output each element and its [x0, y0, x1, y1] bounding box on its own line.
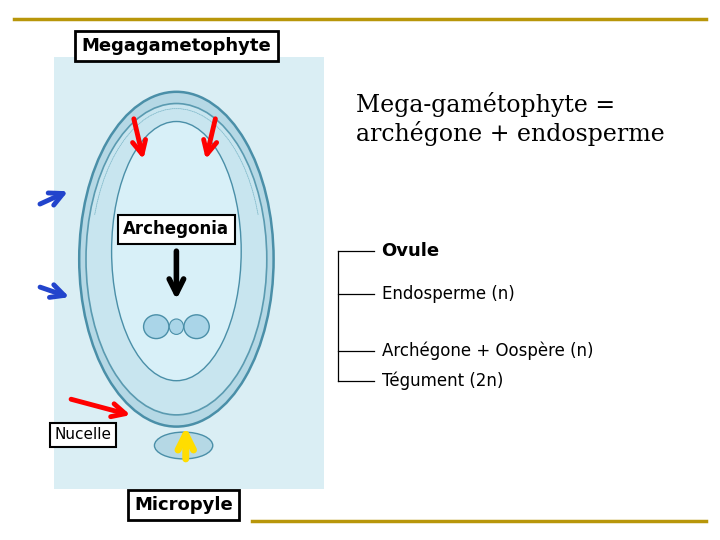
Text: Endosperme (n): Endosperme (n)	[382, 285, 514, 303]
Text: Tégument (2n): Tégument (2n)	[382, 372, 503, 390]
Text: Nucelle: Nucelle	[54, 427, 112, 442]
Text: Mega-gamétophyte =
archégone + endosperme: Mega-gamétophyte = archégone + endosperm…	[356, 92, 665, 146]
Ellipse shape	[169, 319, 184, 334]
Text: Megagametophyte: Megagametophyte	[81, 37, 271, 55]
Text: Micropyle: Micropyle	[134, 496, 233, 514]
Ellipse shape	[154, 432, 213, 459]
Text: Ovule: Ovule	[382, 242, 440, 260]
Ellipse shape	[184, 315, 210, 339]
Ellipse shape	[112, 122, 241, 381]
Text: Archégone + Oospère (n): Archégone + Oospère (n)	[382, 342, 593, 360]
Text: Archegonia: Archegonia	[123, 220, 230, 239]
Ellipse shape	[79, 92, 274, 427]
Ellipse shape	[86, 104, 267, 415]
Bar	[54, 57, 324, 489]
Ellipse shape	[143, 315, 169, 339]
